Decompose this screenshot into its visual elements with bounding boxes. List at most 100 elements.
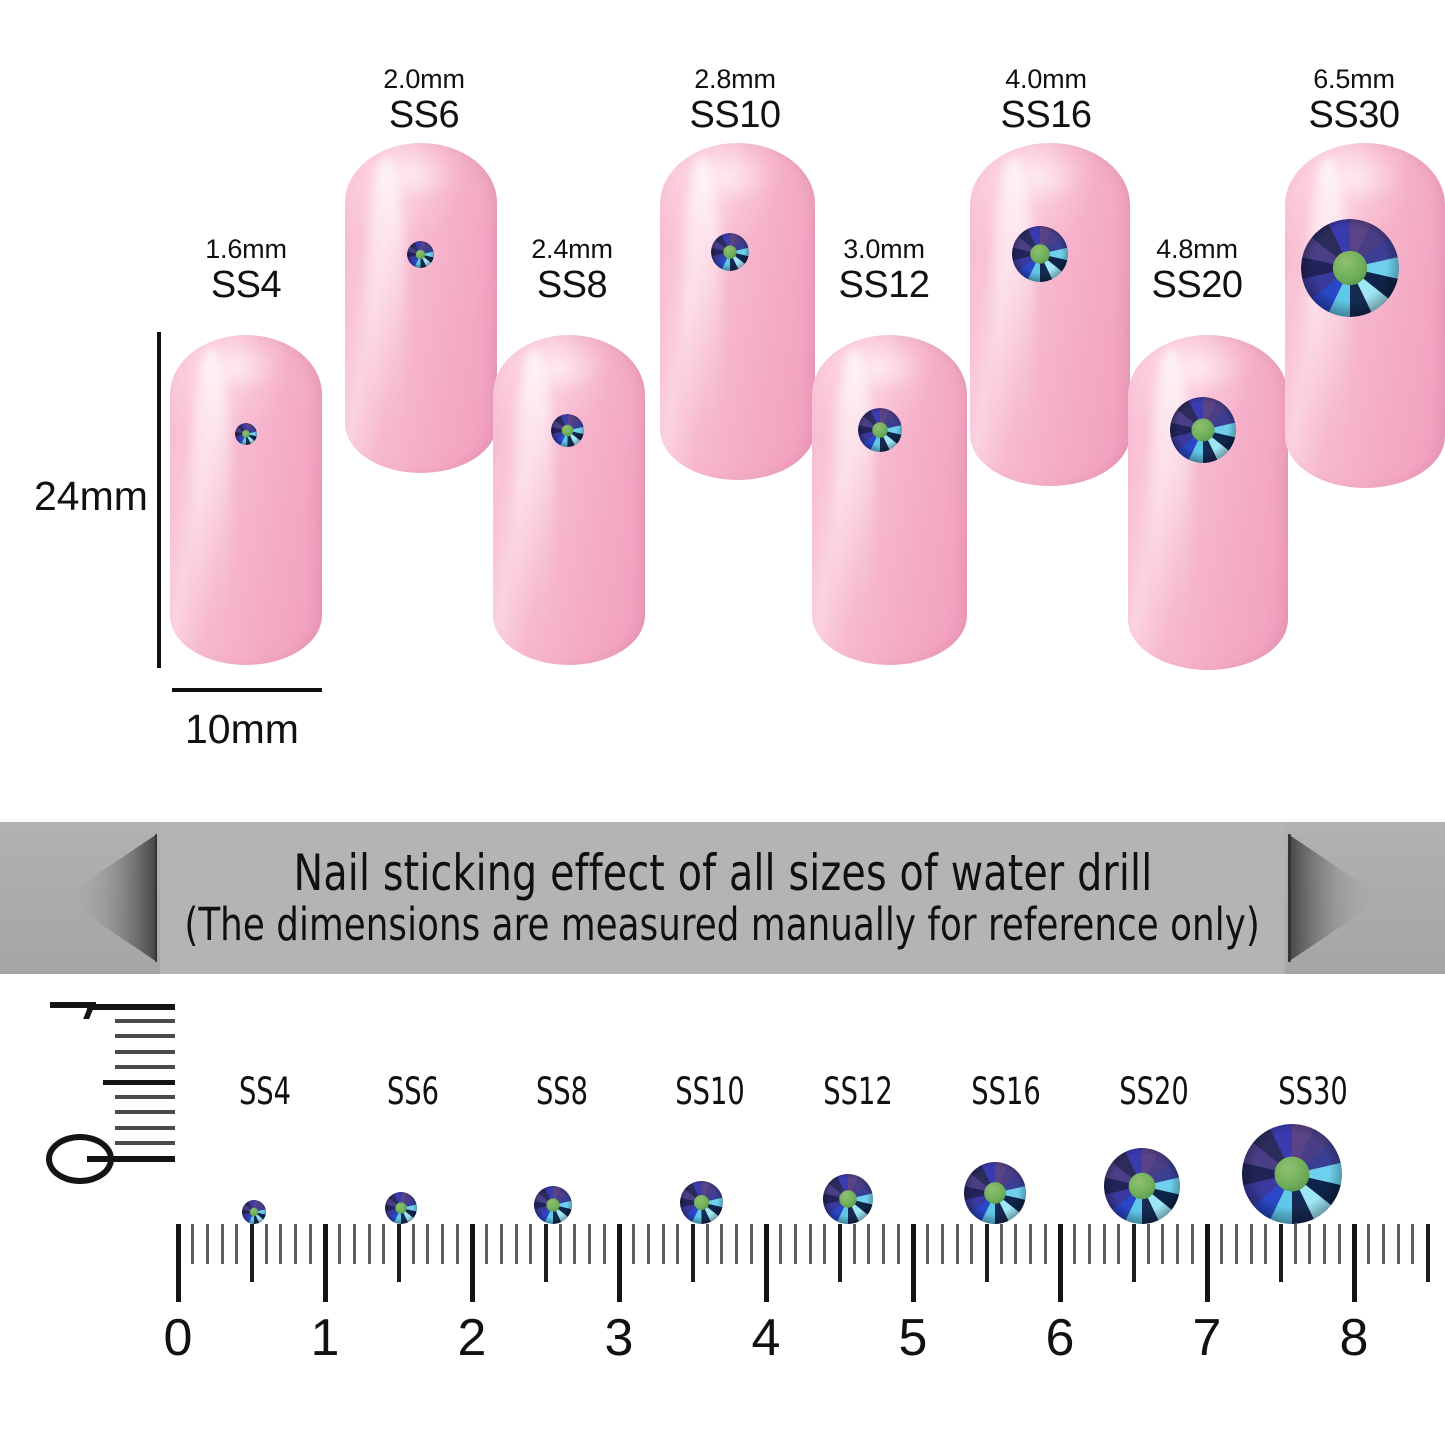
ruler-rhinestone-ss12 <box>823 1174 874 1224</box>
ruler-tick <box>720 1224 724 1264</box>
ruler-tick <box>469 1224 475 1302</box>
nail-ss10 <box>660 143 815 480</box>
ruler-label-ss8: SS8 <box>535 1070 589 1113</box>
ruler-number-8: 8 <box>1339 1309 1369 1367</box>
ruler-rhinestone-ss4 <box>242 1200 267 1224</box>
horizontal-ruler: 0 1 2 3 4 5 6 7 8 <box>0 974 1445 1367</box>
ruler-tick <box>1308 1224 1312 1264</box>
ruler-tick <box>426 1224 430 1264</box>
vertical-ruler-tick <box>115 1140 175 1145</box>
ruler-tick <box>896 1224 900 1264</box>
ruler-tick <box>396 1224 401 1282</box>
vertical-ruler-tick <box>115 1049 175 1054</box>
ruler-tick <box>779 1224 783 1264</box>
nail-comparison-panel: 1.6mm SS4 2.0mm SS6 <box>0 0 1445 818</box>
vertical-ruler-tick <box>115 1034 175 1039</box>
nail-ss6 <box>345 143 497 473</box>
ruler-tick <box>1220 1224 1224 1264</box>
ruler-tick <box>191 1224 195 1264</box>
ruler-number-2: 2 <box>457 1309 487 1367</box>
ruler-tick <box>955 1224 959 1264</box>
width-measure-line <box>172 688 322 692</box>
ruler-tick <box>999 1224 1003 1264</box>
ruler-number-3: 3 <box>604 1309 634 1367</box>
ruler-tick <box>1293 1224 1297 1264</box>
ruler-number-5: 5 <box>898 1309 928 1367</box>
ruler-tick <box>455 1224 459 1264</box>
ruler-tick <box>220 1224 224 1264</box>
ruler-tick <box>1234 1224 1238 1264</box>
vertical-ruler-tick <box>115 1095 175 1100</box>
ruler-tick <box>279 1224 283 1264</box>
ruler-tick <box>322 1224 328 1302</box>
ruler-tick <box>529 1224 533 1264</box>
ruler-tick <box>1204 1224 1210 1302</box>
ruler-tick <box>763 1224 769 1302</box>
ruler-tick <box>705 1224 709 1264</box>
ruler-tick <box>632 1224 636 1264</box>
banner-left-arrow-icon <box>62 834 157 962</box>
nail-label-ss10: 2.8mm SS10 <box>615 65 855 135</box>
nail-label-ss6: 2.0mm SS6 <box>304 65 544 135</box>
ruler-label-ss20: SS20 <box>1119 1070 1189 1113</box>
ruler-tick <box>1249 1224 1253 1264</box>
ruler-tick <box>646 1224 650 1264</box>
ruler-tick <box>926 1224 930 1264</box>
ruler-number-7: 7 <box>1192 1309 1222 1367</box>
ruler-tick <box>441 1224 445 1264</box>
vertical-ruler-tick <box>87 1156 175 1162</box>
ruler-tick <box>367 1224 371 1264</box>
rhinestone-ss30 <box>1301 219 1399 317</box>
nail-label-ss12: 3.0mm SS12 <box>764 235 1004 305</box>
ruler-tick <box>690 1224 695 1282</box>
ruler-tick <box>249 1224 254 1282</box>
ruler-tick <box>852 1224 856 1264</box>
ruler-tick <box>1014 1224 1018 1264</box>
nail-label-mm: 4.0mm <box>1005 64 1087 94</box>
nail-label-ss: SS30 <box>1308 93 1400 136</box>
ruler-tick <box>499 1224 503 1264</box>
ruler-tick <box>1087 1224 1091 1264</box>
vertical-ruler-tick <box>115 1019 175 1024</box>
nail-label-mm: 2.0mm <box>383 64 465 94</box>
ruler-tick <box>984 1224 989 1282</box>
nail-label-mm: 2.4mm <box>531 234 613 264</box>
ruler-tick <box>308 1224 312 1264</box>
banner-text-block: Nail sticking effect of all sizes of wat… <box>160 822 1285 974</box>
nail-label-ss: SS8 <box>536 263 608 306</box>
nail-label-ss: SS10 <box>689 93 781 136</box>
nail-label-ss4: 1.6mm SS4 <box>126 235 366 305</box>
nail-label-mm: 6.5mm <box>1313 64 1395 94</box>
nail-label-ss: SS12 <box>838 263 930 306</box>
ruler-tick <box>588 1224 592 1264</box>
ruler-tick <box>1351 1224 1357 1302</box>
height-measure-label: 24mm <box>34 473 148 519</box>
ruler-tick <box>1337 1224 1341 1264</box>
ruler-tick <box>573 1224 577 1264</box>
ruler-tick <box>1057 1224 1063 1302</box>
ruler-tick <box>1146 1224 1150 1264</box>
ruler-rhinestone-ss16 <box>964 1162 1027 1224</box>
nail-ss30 <box>1285 143 1445 488</box>
ruler-label-ss30: SS30 <box>1278 1070 1348 1113</box>
ruler-tick <box>485 1224 489 1264</box>
ruler-number-0: 0 <box>163 1309 193 1367</box>
ruler-rhinestone-ss20 <box>1104 1148 1181 1224</box>
ruler-tick <box>1396 1224 1400 1264</box>
nail-ss20 <box>1128 335 1288 670</box>
banner-right-arrow-icon <box>1288 834 1383 962</box>
ruler-tick <box>352 1224 356 1264</box>
ruler-tick <box>676 1224 680 1264</box>
nail-label-mm: 2.8mm <box>694 64 776 94</box>
nail-label-ss: SS4 <box>210 263 282 306</box>
rhinestone-ss4 <box>235 423 257 445</box>
nail-label-ss16: 4.0mm SS16 <box>926 65 1166 135</box>
nail-label-ss30: 6.5mm SS30 <box>1234 65 1445 135</box>
ruler-tick <box>294 1224 298 1264</box>
ruler-tick <box>1190 1224 1194 1264</box>
ruler-tick <box>1117 1224 1121 1264</box>
ruler-tick <box>1367 1224 1371 1264</box>
ruler-tick <box>837 1224 842 1282</box>
ruler-rhinestone-ss6 <box>385 1192 418 1224</box>
rhinestone-ss16 <box>1012 226 1068 282</box>
